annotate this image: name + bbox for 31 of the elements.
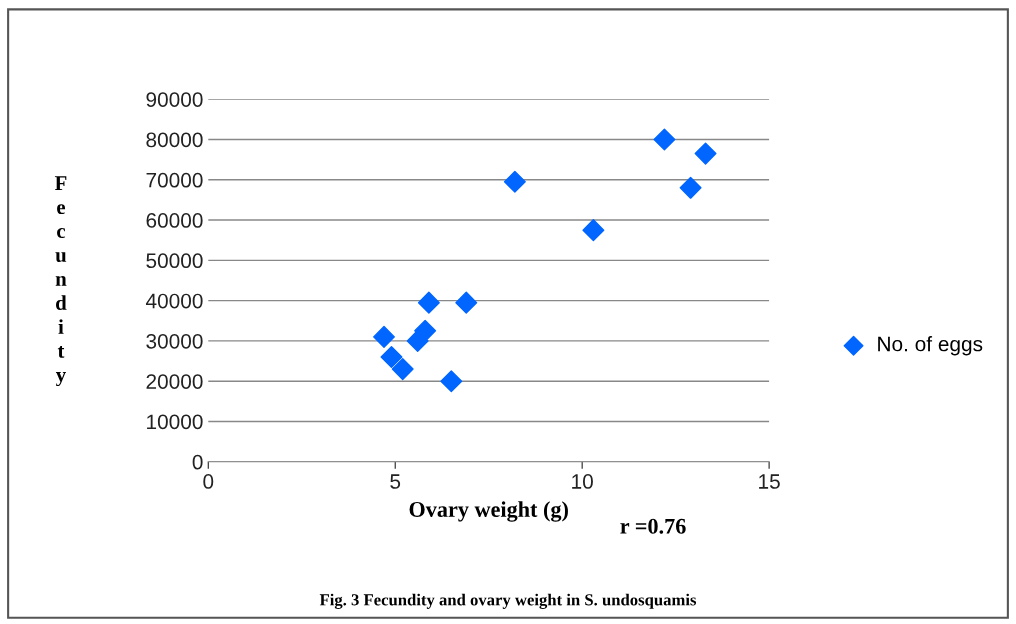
point [653, 128, 676, 151]
point [440, 370, 463, 393]
point [455, 291, 478, 314]
x-tick-label: 0 [203, 474, 214, 489]
text: r =0.76 [620, 518, 686, 534]
x-axis-title: Ovary weight (g) [409, 501, 568, 522]
y-tick-label: 0 [192, 454, 203, 470]
point [414, 319, 437, 342]
x-tick-label: 10 [572, 474, 593, 489]
text: Fecundity [54, 176, 67, 387]
y-tick-label: 70000 [146, 172, 203, 188]
point [679, 176, 702, 199]
point [582, 219, 605, 242]
y-tick-label: 50000 [146, 253, 203, 269]
point [417, 291, 440, 314]
y-tick-label: 30000 [146, 333, 203, 349]
x-tick-label: 5 [390, 474, 401, 489]
point [391, 358, 414, 381]
y-tick-label: 60000 [146, 213, 203, 228]
y-tick-label: 40000 [145, 293, 203, 309]
y-tick-label: 80000 [146, 132, 203, 148]
point [380, 346, 403, 369]
point [373, 325, 396, 348]
point [503, 170, 526, 193]
point [694, 142, 717, 165]
y-tick-label: 10000 [147, 414, 203, 430]
x-tick-label: 15 [759, 474, 780, 489]
y-tick-label: 20000 [146, 374, 203, 389]
legend-label: No. of eggs [878, 336, 983, 356]
text: Fig. 3 Fecundity and ovary weight in S. undosquamis [319, 593, 697, 609]
y-tick-label: 90000 [146, 92, 203, 107]
